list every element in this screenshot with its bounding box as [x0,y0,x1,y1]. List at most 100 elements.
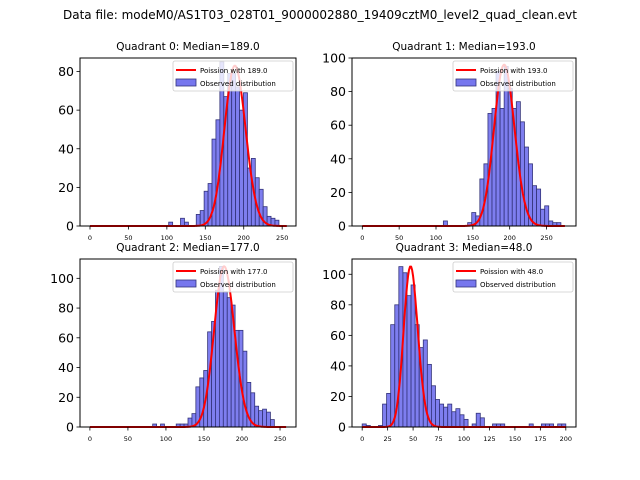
histogram-bar [390,324,396,428]
histogram-bar [262,408,267,428]
legend: Poission with 193.0 Observed distribution [452,60,574,92]
legend-label-poisson: Poission with 48.0 [480,268,543,276]
axes-frame [351,57,577,227]
subplot-quadrant-0: Quadrant 0: Median=189.0 0 50 100 150 200 250 0… [58,41,297,242]
x-tick-label: 200 [503,234,515,242]
y-tick-label: 80 [58,301,74,316]
x-tick-label: 250 [274,435,286,443]
histogram-bar [226,297,232,428]
histogram-bar [431,385,436,428]
legend: Poission with 189.0 Observed distribution [172,60,294,92]
x-tick-label: 25 [383,435,391,443]
histogram-bar [270,419,275,428]
subplot-title: Quadrant 1: Median=193.0 [392,41,535,53]
histogram-bar [447,403,453,428]
histogram-bar [382,403,388,428]
y-tick-label: 20 [58,180,74,195]
y-tick-label: 20 [330,185,346,200]
histogram-bar [544,205,550,227]
legend-bar-swatch [455,279,477,288]
x-tick-label: 200 [560,435,572,443]
x-tick-label: 175 [534,435,546,443]
y-tick-label: 20 [58,390,74,405]
histogram-bar [231,73,237,227]
histogram-bar [443,406,449,428]
legend-label-observed: Observed distribution [480,80,556,88]
x-tick-label: 150 [467,234,479,242]
histogram-bar [540,208,546,227]
histogram-bar [406,295,412,428]
x-tick-label: 50 [395,234,403,242]
y-tick-label: 60 [330,328,346,343]
y-tick-label: 40 [58,141,74,156]
subplot-quadrant-2: Quadrant 2: Median=177.0 0 50 100 150 200 250 0… [50,242,297,443]
y-tick-label: 0 [338,219,346,234]
histogram-bar [435,399,440,428]
x-tick-label: 75 [434,435,442,443]
y-tick-label: 80 [58,64,74,79]
histogram-bar [463,418,469,428]
x-tick-label: 100 [430,234,442,242]
legend-label-observed: Observed distribution [480,281,556,289]
x-tick-label: 100 [160,435,172,443]
axes-frame [79,57,297,227]
y-tick-label: 60 [58,103,74,118]
histogram-bar [386,392,392,428]
histogram-bar [475,412,481,428]
histogram-bar [239,109,244,227]
x-tick-label: 0 [360,435,364,443]
figure-suptitle: Data file: modeM0/AS1T03_028T01_90000028… [63,8,577,22]
x-tick-label: 0 [88,435,92,443]
legend-label-poisson: Poission with 177.0 [200,268,268,276]
histogram-bar [254,405,260,428]
legend-box [452,60,574,92]
legend-box [452,261,574,293]
histogram-bar [266,411,271,428]
y-tick-label: 0 [66,420,74,435]
y-tick-label: 100 [322,51,346,66]
y-tick-label: 0 [338,420,346,435]
subplot-title: Quadrant 0: Median=189.0 [116,41,259,53]
y-tick-label: 80 [330,297,346,312]
y-tick-label: 40 [330,358,346,373]
histogram-bar [459,414,465,428]
subplot-quadrant-1: Quadrant 1: Median=193.0 0 50 100 150 200 250 0… [322,41,577,242]
y-tick-label: 60 [58,330,74,345]
histogram-bar [455,408,461,428]
y-tick-label: 60 [330,118,346,133]
histogram-bar [479,417,485,428]
x-tick-label: 0 [360,234,364,242]
histogram-bar [536,188,542,227]
legend: Poission with 177.0 Observed distribution [172,261,294,293]
legend-label-observed: Observed distribution [200,80,276,88]
y-tick-label: 0 [66,219,74,234]
y-tick-label: 80 [330,84,346,99]
legend: Poission with 48.0 Observed distribution [452,261,574,293]
legend-label-poisson: Poission with 193.0 [480,67,548,75]
histogram-bar [195,214,201,227]
y-tick-label: 100 [50,271,74,286]
axes-frame [79,258,297,428]
histogram-bar [235,86,240,227]
subplot-title: Quadrant 3: Median=48.0 [396,242,533,254]
legend-label-observed: Observed distribution [200,281,276,289]
y-tick-label: 40 [58,360,74,375]
histogram-bar [222,291,228,428]
y-tick-label: 40 [330,151,346,166]
x-tick-label: 100 [161,234,173,242]
x-tick-label: 200 [236,435,248,443]
histogram-bar [242,350,248,428]
x-tick-label: 150 [199,234,211,242]
legend-label-poisson: Poission with 189.0 [200,67,268,75]
legend-box [172,60,294,92]
x-tick-label: 200 [238,234,250,242]
histogram-bar [519,121,525,227]
histogram-bar [499,108,505,227]
subplot-title: Quadrant 2: Median=177.0 [116,242,259,254]
histogram-bar [180,217,185,227]
legend-box [172,261,294,293]
x-tick-label: 125 [483,435,495,443]
histogram-bar [451,411,457,428]
y-tick-label: 20 [330,389,346,404]
